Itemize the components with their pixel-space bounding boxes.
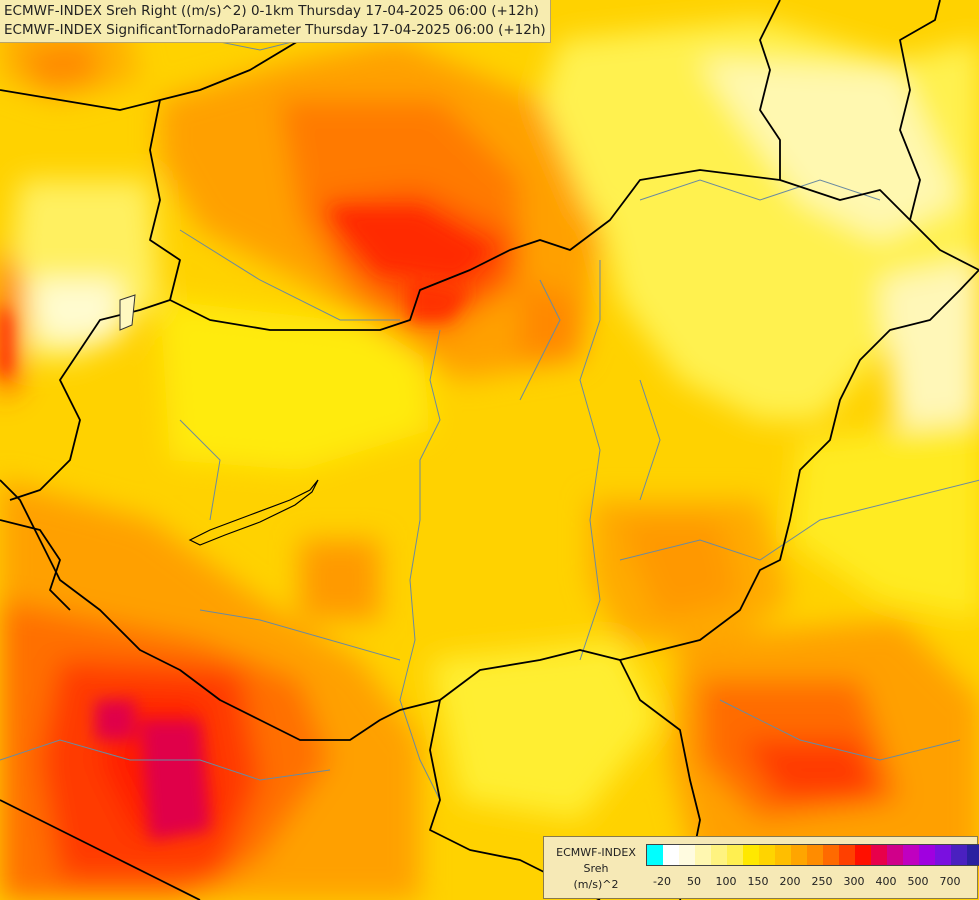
legend-tick-label: 700 — [939, 875, 961, 888]
legend-tick-label: 200 — [779, 875, 801, 888]
legend-swatch — [839, 845, 855, 865]
legend-swatch — [855, 845, 871, 865]
legend-swatch — [919, 845, 935, 865]
legend-swatch — [967, 845, 979, 865]
legend-swatch — [935, 845, 951, 865]
legend-swatch — [743, 845, 759, 865]
legend-tick-label: -20 — [653, 875, 671, 888]
color-fill-cores — [0, 210, 490, 840]
legend-swatch — [695, 845, 711, 865]
color-legend: ECMWF-INDEX Sreh (m/s)^2 -20 50 100 150 200 2… — [543, 836, 979, 899]
legend-title: ECMWF-INDEX Sreh (m/s)^2 — [548, 845, 644, 893]
map-title-box: ECMWF-INDEX Sreh Right ((m/s)^2) 0-1km T… — [0, 0, 551, 43]
legend-swatch — [711, 845, 727, 865]
title-line-2: ECMWF-INDEX SignificantTornadoParameter … — [4, 22, 546, 38]
legend-ticks: -20 50 100 150 200 250 300 400 500 700 — [646, 875, 976, 889]
lake-small — [119, 294, 136, 331]
legend-model: ECMWF-INDEX — [556, 846, 636, 859]
legend-swatch — [791, 845, 807, 865]
legend-tick-label: 300 — [843, 875, 865, 888]
legend-swatch — [679, 845, 695, 865]
legend-unit: (m/s)^2 — [573, 878, 619, 891]
legend-swatch — [647, 845, 663, 865]
legend-tick-label: 400 — [875, 875, 897, 888]
legend-swatch — [727, 845, 743, 865]
legend-swatch — [775, 845, 791, 865]
lake-balaton — [188, 479, 319, 546]
legend-tick-label: 150 — [747, 875, 769, 888]
legend-swatch — [951, 845, 967, 865]
legend-swatch — [887, 845, 903, 865]
title-line-1: ECMWF-INDEX Sreh Right ((m/s)^2) 0-1km T… — [4, 3, 539, 19]
legend-variable: Sreh — [583, 862, 609, 875]
legend-tick-label: 100 — [715, 875, 737, 888]
legend-swatch — [823, 845, 839, 865]
legend-swatch — [903, 845, 919, 865]
legend-tick-label: 250 — [811, 875, 833, 888]
legend-tick-label: 50 — [687, 875, 701, 888]
legend-swatch — [663, 845, 679, 865]
legend-tick-label: 500 — [907, 875, 929, 888]
legend-color-bar — [646, 844, 979, 866]
legend-swatch — [807, 845, 823, 865]
legend-swatch — [759, 845, 775, 865]
legend-swatch — [871, 845, 887, 865]
